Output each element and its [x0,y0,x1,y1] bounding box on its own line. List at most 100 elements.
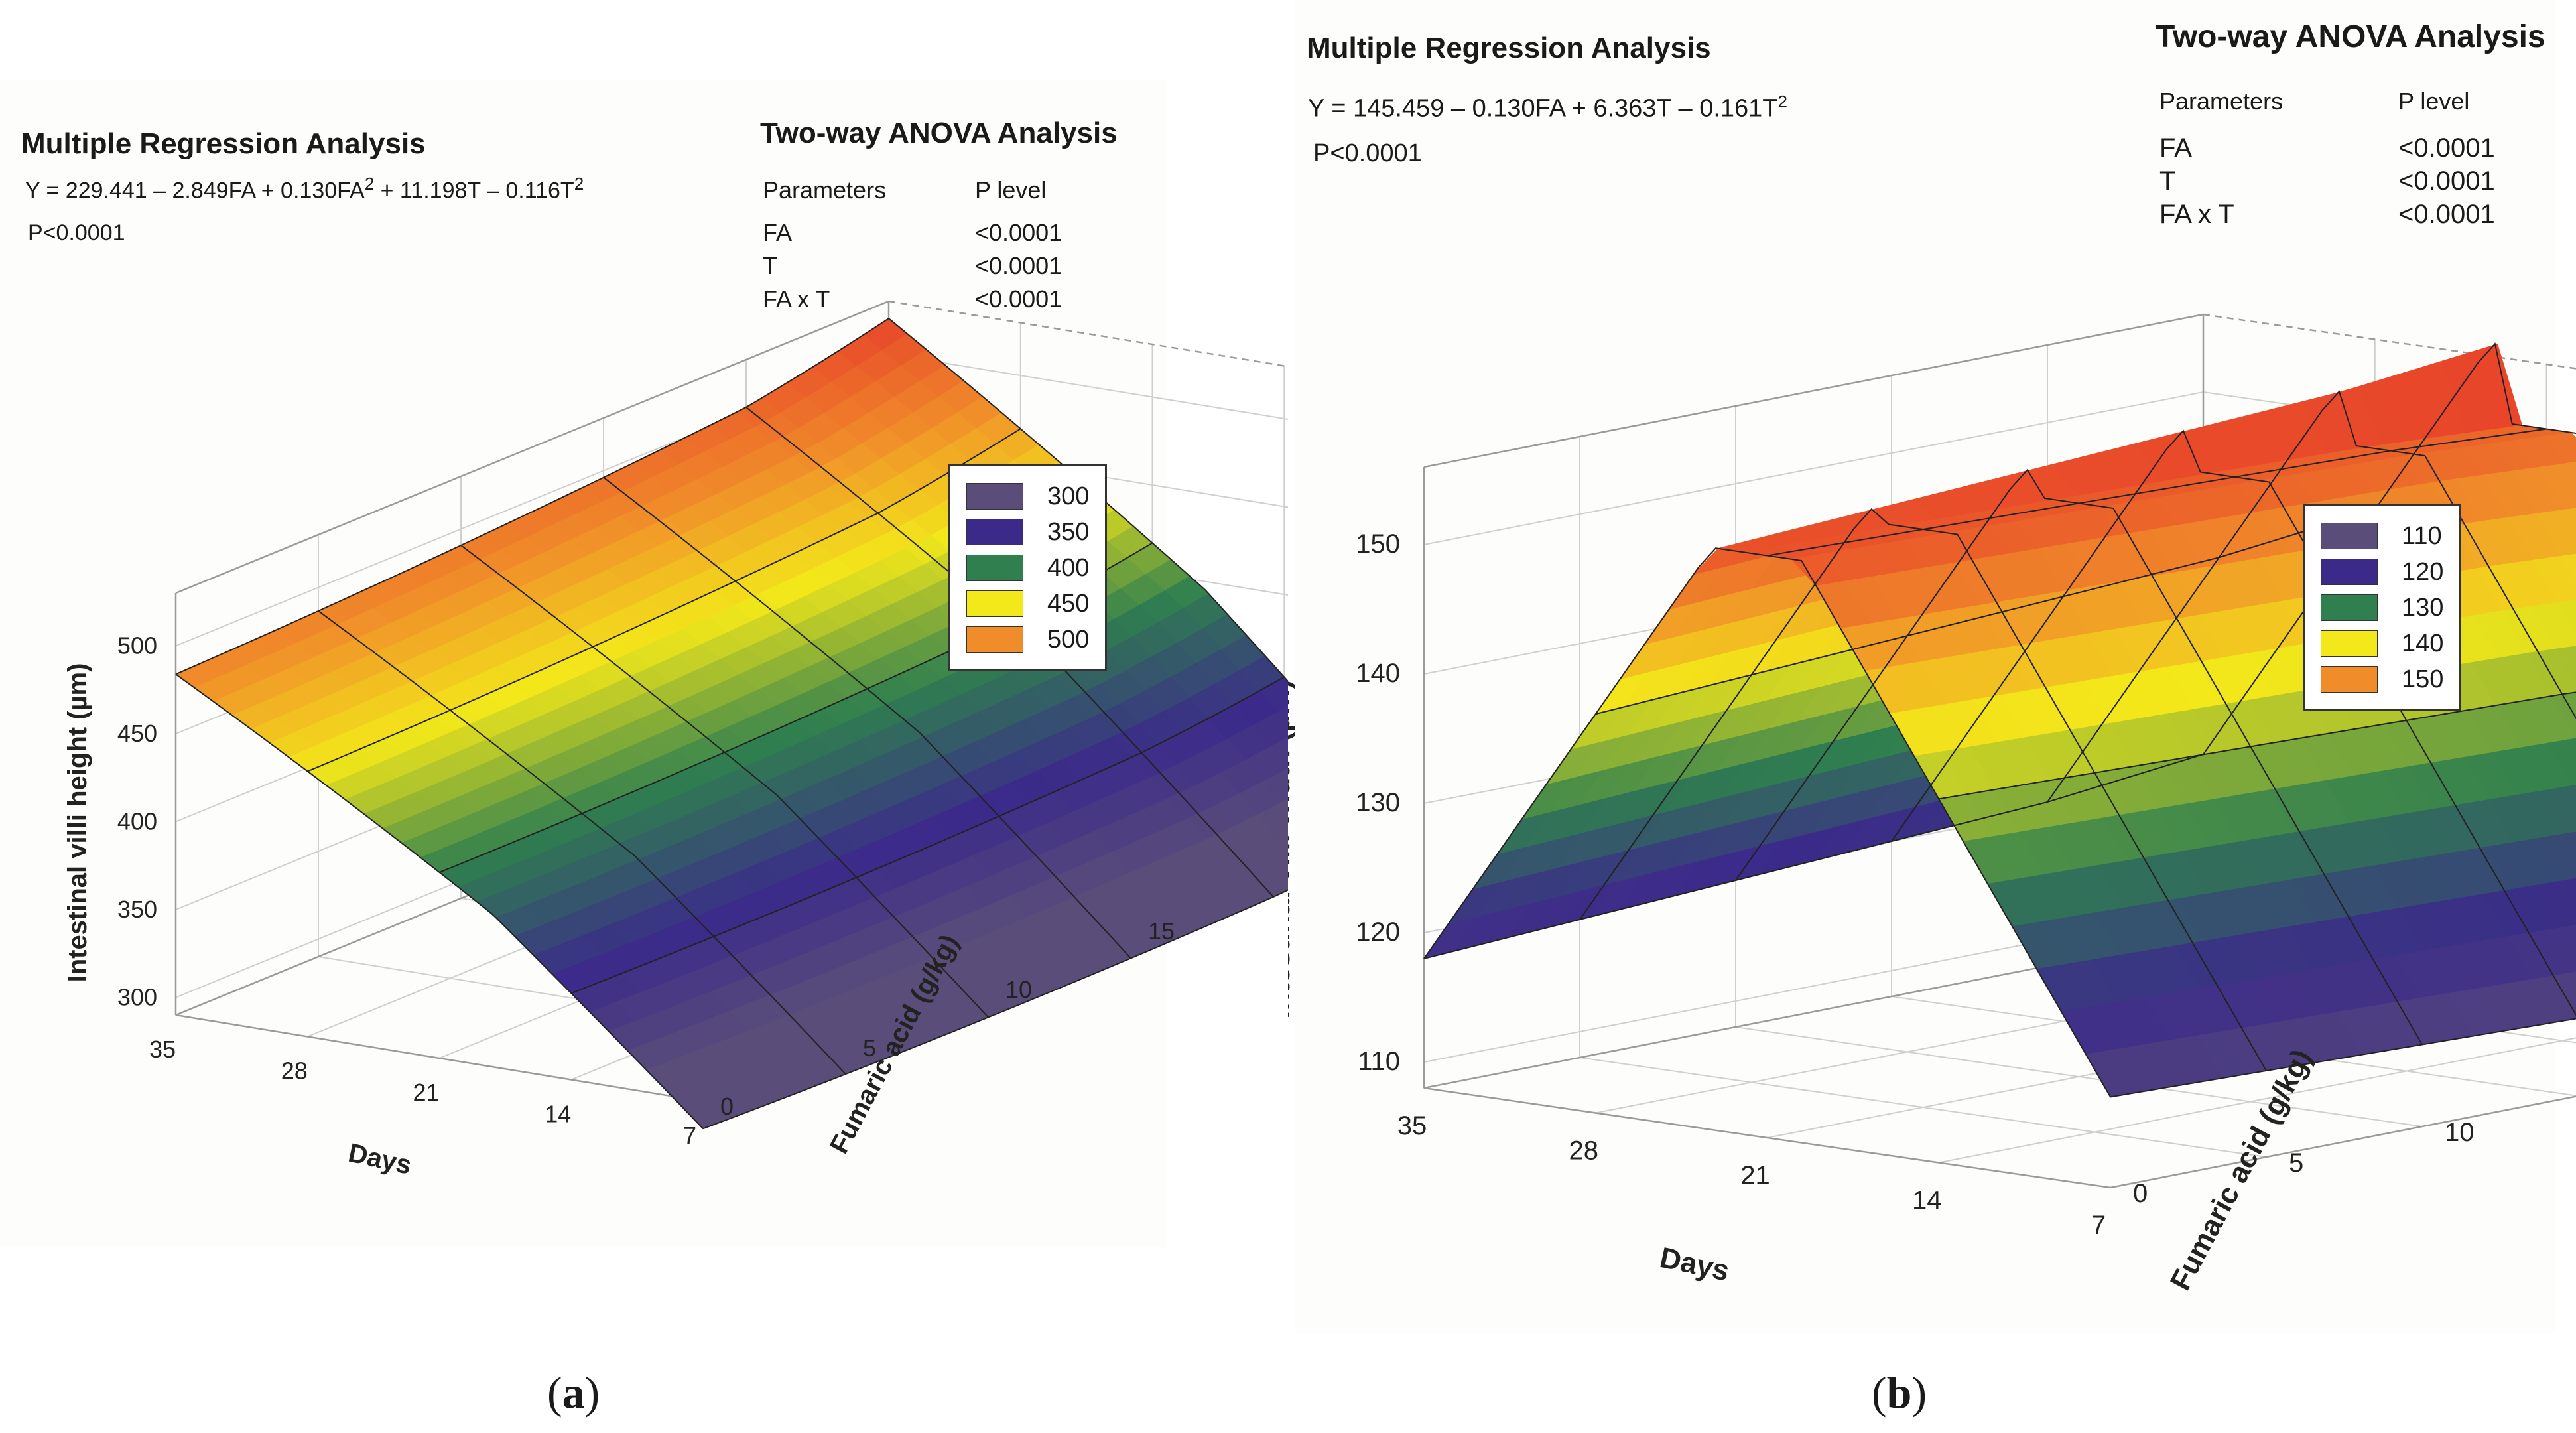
legend-label: 300 [1047,482,1090,510]
legend-label: 400 [1047,553,1090,582]
anova-table-a: Parameters P level FA <0.0001 T <0.0001 FA… [763,174,1062,316]
frame-edge [2110,1095,2576,1189]
anova-p: <0.0001 [2398,199,2495,229]
anova-p: <0.0001 [975,285,1063,312]
legend-swatch [966,626,1023,653]
frame-edge [888,300,1288,368]
x-tick-label: 35 [1397,1111,1427,1140]
x-tick-label: 28 [281,1058,308,1085]
z-tick-label: 450 [117,720,157,747]
surface-plot-a: 3003504004505003528211470510152030Intest… [63,300,1288,1180]
regression-p-value-b: P<0.0001 [1313,139,1422,167]
legend-item: 400 [966,550,1089,586]
anova-table-b: Parameters P level FA <0.0001 T <0.0001 FA… [2159,85,2495,231]
regression-equation-a: Y = 229.441 – 2.849FA + 0.130FA2 + 11.19… [25,174,584,204]
y-tick-label: 15 [1148,918,1175,945]
y-tick-label: 0 [720,1093,734,1120]
x-tick-label: 28 [1569,1136,1599,1166]
surface [174,318,1288,1129]
mesh-line-day [1595,509,2376,715]
z-tick-label: 350 [117,896,157,923]
frame-edge [175,300,889,594]
x-axis-title: Days [1657,1241,1732,1288]
legend-item: 140 [2321,626,2443,661]
y-tick-label: 5 [863,1034,876,1061]
z-tick-label: 120 [1356,918,1400,947]
anova-row: FA x T <0.0001 [2159,198,2495,231]
legend-label: 130 [2402,593,2444,622]
anova-row: FA <0.0001 [2159,131,2495,165]
x-tick-label: 7 [683,1122,696,1149]
anova-param: T [763,252,777,279]
surface-patch [1275,829,1288,849]
legend-label: 140 [2402,629,2444,657]
x-tick-label: 14 [545,1101,571,1128]
mesh-line-day [1939,691,2576,800]
x-axis-title: Days [346,1138,414,1180]
legend-swatch [966,519,1023,545]
z-tick-label: 300 [117,984,157,1011]
anova-row: T <0.0001 [2159,165,2495,198]
anova-header-parameters: Parameters [763,176,887,204]
anova-param: T [2159,166,2176,196]
mesh-line-day [570,676,1285,994]
legend-a: 300 350 400 450 500 [948,464,1108,671]
anova-param: FA x T [2159,199,2234,229]
z-tick-label: 110 [1358,1047,1400,1076]
surface-plot-b: 1101201301401503528211470510152030Intest… [1288,313,2576,1296]
regression-title-b: Multiple Regression Analysis [1307,32,1711,64]
z-tick-label: 130 [1356,788,1400,817]
anova-header-row: Parameters P level [2159,85,2495,118]
legend-label: 500 [1047,625,1090,653]
legend-label: 350 [1047,517,1090,546]
anova-p: <0.0001 [2398,166,2495,196]
x-tick-label: 7 [2091,1211,2106,1240]
mesh-line-fa [603,476,1131,959]
legend-item: 120 [2321,554,2443,590]
legend-label: 120 [2402,557,2444,586]
mesh-line-day [1767,428,2547,557]
legend-item: 350 [966,514,1089,550]
anova-p: <0.0001 [975,219,1063,246]
anova-header-p-level: P level [2398,88,2470,115]
legend-swatch [2321,523,2378,549]
surface-mesh [175,318,1288,1130]
z-tick-label: 500 [117,632,157,659]
legend-item: 150 [2321,661,2443,697]
legend-item: 130 [2321,590,2443,626]
anova-row: T <0.0001 [763,249,1062,283]
x-tick-label: 35 [149,1036,176,1063]
anova-p: <0.0001 [2398,133,2495,163]
grid-line-day [1939,1037,2576,1164]
mesh-line-fa [460,545,989,1018]
legend-swatch [966,555,1023,581]
y-tick-label: 10 [2445,1118,2475,1147]
anova-p: <0.0001 [975,252,1063,279]
surface-patch [1282,799,1288,808]
panel-b: Multiple Regression Analysis Y = 145.459… [1288,0,2576,1433]
mesh-line-fa [175,673,704,1129]
anova-header-parameters: Parameters [2159,88,2284,115]
frame-edge [1423,1087,2111,1189]
x-tick-label: 14 [1912,1186,1942,1215]
z-axis-title: Intestinal villi height (µm) [63,663,92,983]
anova-row: FA <0.0001 [763,216,1062,249]
anova-header-row: Parameters P level [763,174,1062,207]
legend-item: 500 [966,622,1089,657]
legend-item: 300 [966,478,1089,514]
legend-swatch [2321,594,2378,621]
anova-title-a: Two-way ANOVA Analysis [760,117,1118,149]
panel-a: Multiple Regression Analysis Y = 229.441… [21,117,1288,1418]
legend-swatch [966,590,1023,617]
anova-param: FA [763,219,793,246]
y-tick-label: 5 [2289,1148,2303,1178]
surface-patch [1277,705,1288,724]
legend-b: 110 120 130 140 150 [2303,504,2462,711]
mesh-line-day [702,889,1288,1130]
anova-title-b: Two-way ANOVA Analysis [2156,19,2545,54]
z-axis-title: Intestinal villi width (µm) [1288,679,1296,1019]
y-tick-label: 10 [1005,976,1032,1003]
legend-swatch [2321,666,2378,693]
z-tick-label: 150 [1356,529,1400,559]
z-tick-label: 140 [1356,659,1400,688]
